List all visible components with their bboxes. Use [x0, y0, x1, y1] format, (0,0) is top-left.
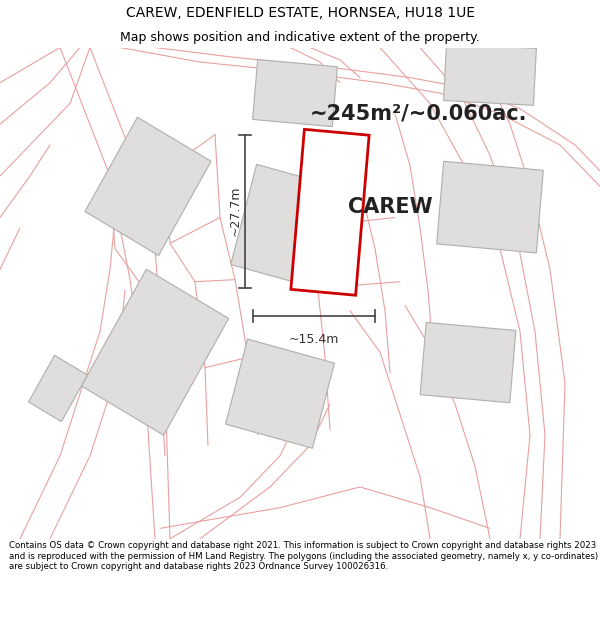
Polygon shape — [85, 118, 211, 256]
Text: ~15.4m: ~15.4m — [289, 332, 339, 346]
Polygon shape — [231, 164, 353, 291]
Polygon shape — [82, 269, 229, 435]
Text: Map shows position and indicative extent of the property.: Map shows position and indicative extent… — [120, 31, 480, 44]
Polygon shape — [443, 44, 536, 106]
Polygon shape — [437, 161, 543, 253]
Polygon shape — [29, 355, 88, 422]
Text: ~27.7m: ~27.7m — [229, 186, 241, 236]
Text: CAREW: CAREW — [347, 197, 433, 217]
Polygon shape — [253, 59, 337, 127]
Polygon shape — [291, 129, 369, 295]
Text: CAREW, EDENFIELD ESTATE, HORNSEA, HU18 1UE: CAREW, EDENFIELD ESTATE, HORNSEA, HU18 1… — [125, 6, 475, 20]
Text: Contains OS data © Crown copyright and database right 2021. This information is : Contains OS data © Crown copyright and d… — [9, 541, 598, 571]
Polygon shape — [226, 339, 334, 448]
Text: ~245m²/~0.060ac.: ~245m²/~0.060ac. — [310, 104, 527, 124]
Polygon shape — [420, 322, 516, 402]
